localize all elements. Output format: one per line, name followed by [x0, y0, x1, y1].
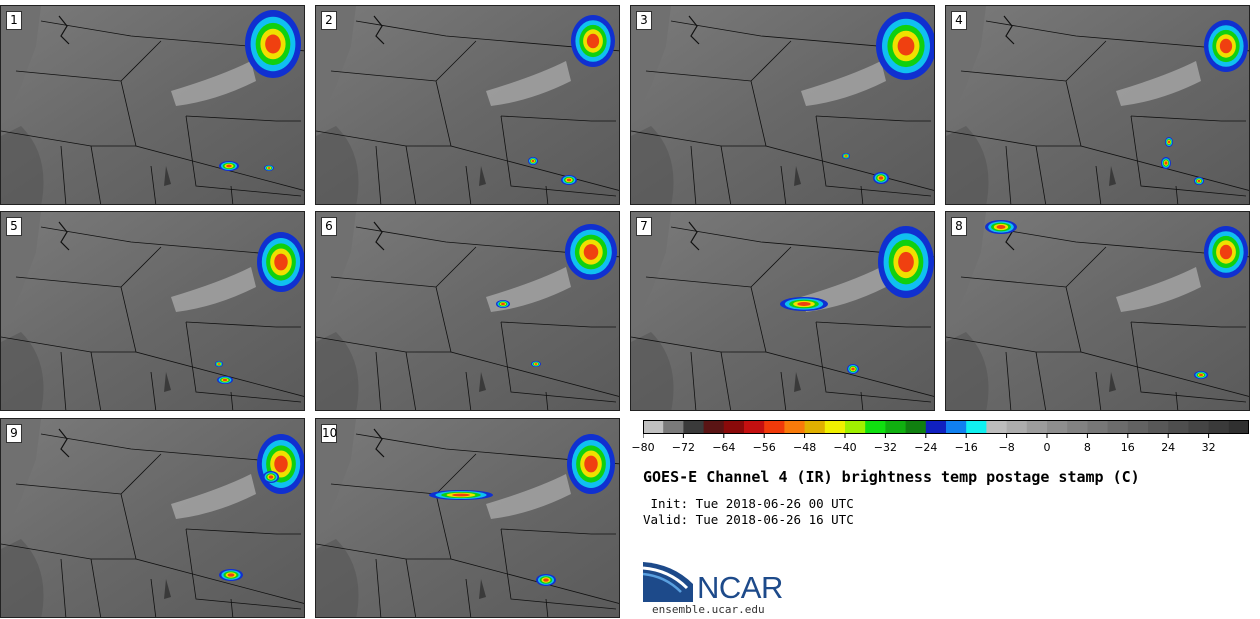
- panel-number: 6: [321, 217, 337, 236]
- colorbar-swatch: [946, 420, 967, 434]
- colorbar-tick-label: −24: [914, 441, 938, 454]
- colorbar-swatch: [1148, 420, 1169, 434]
- postage-stamp-panel: 7: [630, 211, 935, 411]
- colorbar-swatch: [1047, 420, 1068, 434]
- colorbar-swatch: [663, 420, 684, 434]
- panel-number: 4: [951, 11, 967, 30]
- colorbar-tick-label: −80: [631, 441, 655, 454]
- colorbar-tick-label: 24: [1161, 441, 1176, 454]
- colorbar-tick-label: −8: [998, 441, 1015, 454]
- colorbar-swatch: [1006, 420, 1028, 434]
- panel-number: 7: [636, 217, 652, 236]
- colorbar-swatch: [1168, 420, 1189, 434]
- colorbar-swatch: [905, 420, 927, 434]
- colorbar-swatch: [643, 420, 664, 434]
- colorbar-swatch: [845, 420, 866, 434]
- panel-number: 2: [321, 11, 337, 30]
- panel-number: 1: [6, 11, 22, 30]
- colorbar-swatch: [703, 420, 725, 434]
- colorbar-swatch: [804, 420, 826, 434]
- valid-time: Valid: Tue 2018-06-26 16 UTC: [643, 512, 854, 527]
- chart-title: GOES-E Channel 4 (IR) brightness temp po…: [643, 468, 1140, 486]
- colorbar-tick-label: −64: [712, 441, 736, 454]
- panel-number: 9: [6, 424, 22, 443]
- colorbar-swatch: [1188, 420, 1210, 434]
- colorbar-swatch: [784, 420, 806, 434]
- colorbar-tick-label: −56: [752, 441, 776, 454]
- colorbar-tick-label: 8: [1083, 441, 1091, 454]
- colorbar-swatch: [1026, 420, 1048, 434]
- colorbar-swatch: [723, 420, 745, 434]
- postage-stamp-panel: 5: [0, 211, 305, 411]
- postage-stamp-panel: 3: [630, 5, 935, 205]
- postage-stamp-panel: 10: [315, 418, 620, 618]
- colorbar-swatch: [925, 420, 947, 434]
- colorbar-swatch: [885, 420, 907, 434]
- colorbar-tick-label: −16: [954, 441, 978, 454]
- ncar-logo-icon: [643, 562, 693, 602]
- postage-stamp-panel: 1: [0, 5, 305, 205]
- colorbar-swatch: [966, 420, 987, 434]
- colorbar-swatch: [1107, 420, 1129, 434]
- panel-number: 10: [321, 424, 337, 443]
- postage-stamp-panel: 2: [315, 5, 620, 205]
- colorbar-tick-label: −40: [833, 441, 857, 454]
- colorbar-swatch: [683, 420, 705, 434]
- colorbar-tick-label: −32: [873, 441, 897, 454]
- postage-stamp-panel: 9: [0, 418, 305, 618]
- panel-number: 8: [951, 217, 967, 236]
- colorbar-swatch: [1228, 420, 1249, 434]
- colorbar-tick-label: −48: [792, 441, 817, 454]
- colorbar-swatch: [744, 420, 765, 434]
- init-time: Init: Tue 2018-06-26 00 UTC: [643, 496, 854, 511]
- colorbar-swatch: [764, 420, 785, 434]
- logo-url: ensemble.ucar.edu: [652, 603, 765, 616]
- postage-stamp-panel: 6: [315, 211, 620, 411]
- colorbar-swatch: [986, 420, 1008, 434]
- colorbar-swatch: [1127, 420, 1149, 434]
- colorbar-tick-label: 0: [1043, 441, 1051, 454]
- logo-text: NCAR: [697, 570, 783, 605]
- colorbar-tick-label: −72: [671, 441, 695, 454]
- colorbar-tick-label: 32: [1201, 441, 1216, 454]
- colorbar-swatch: [1208, 420, 1230, 434]
- panel-number: 3: [636, 11, 652, 30]
- temperature-colorbar: [643, 420, 1249, 438]
- colorbar-swatch: [865, 420, 886, 434]
- postage-stamp-panel: 8: [945, 211, 1250, 411]
- panel-number: 5: [6, 217, 22, 236]
- colorbar-tick-label: 16: [1120, 441, 1135, 454]
- colorbar-swatch: [824, 420, 846, 434]
- colorbar-swatch: [1087, 420, 1109, 434]
- colorbar-swatch: [1067, 420, 1088, 434]
- postage-stamp-panel: 4: [945, 5, 1250, 205]
